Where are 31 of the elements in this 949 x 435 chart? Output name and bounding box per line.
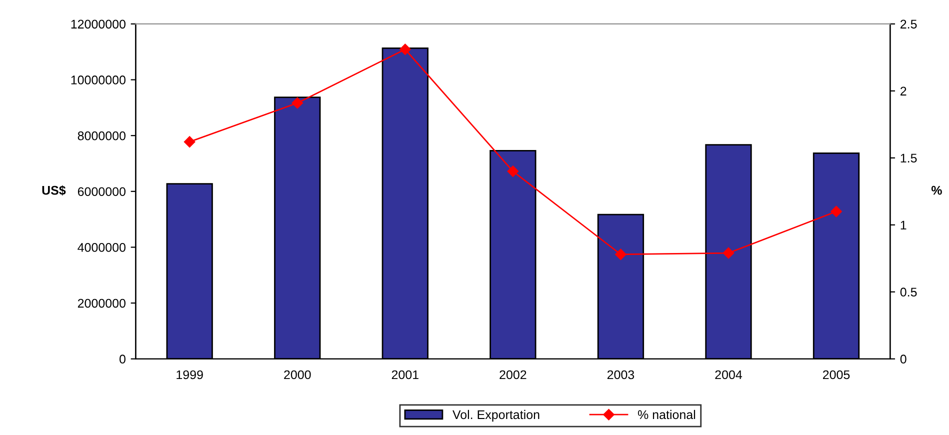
x-tick-label: 2000 — [284, 370, 311, 380]
y-tick-label: 2000000 — [78, 298, 126, 308]
y2-tick-label: 1 — [900, 220, 906, 230]
point — [292, 97, 303, 109]
y-axis-title: US$ — [42, 185, 66, 196]
x-tick-label: 2004 — [715, 370, 742, 380]
y2-tick-label: 0 — [900, 354, 906, 364]
y-tick-label: 4000000 — [78, 243, 126, 252]
y2-tick-label: 2.5 — [900, 20, 917, 29]
y2-tick-label: 1.5 — [900, 154, 917, 163]
x-tick-label: 2002 — [500, 370, 526, 380]
point — [722, 247, 734, 259]
y-tick-label: 12000000 — [71, 20, 126, 29]
y-tick-label: 6000000 — [78, 187, 126, 196]
y2-tick-label: 2 — [900, 86, 906, 96]
point — [830, 206, 842, 218]
x-tick-label: 1999 — [176, 370, 203, 380]
y-tick-label: 10000000 — [71, 76, 126, 84]
point — [615, 248, 626, 260]
x-tick-label: 2003 — [607, 370, 634, 380]
legend-label: Vol. Exportation — [452, 410, 540, 422]
x-tick-label: 2005 — [823, 370, 850, 380]
y2-tick-label: 0.5 — [900, 288, 917, 297]
point — [184, 136, 196, 148]
legend-label: % national — [638, 410, 696, 420]
x-tick-label: 2001 — [392, 370, 418, 380]
y-tick-label: 0 — [120, 354, 126, 364]
point — [507, 166, 519, 177]
y2-axis-title: % — [931, 186, 942, 195]
point — [400, 44, 411, 55]
y-tick-label: 8000000 — [78, 131, 126, 140]
